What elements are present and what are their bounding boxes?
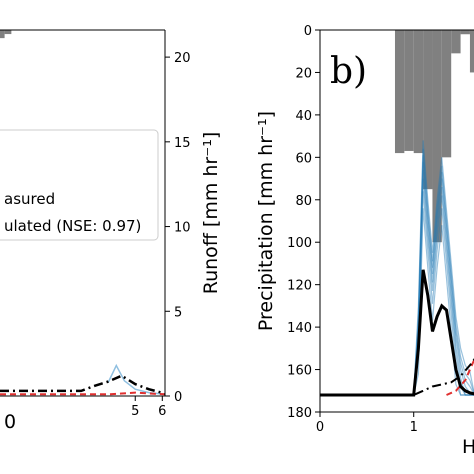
ensemble-line-b-5 <box>413 178 474 396</box>
y-tick-label-b-7: 140 <box>287 321 312 336</box>
precip-bar-a-1 <box>4 30 12 35</box>
precip-bar-b-4 <box>432 30 442 243</box>
runoff-tick-label-1: 5 <box>174 305 182 320</box>
ensemble-line-b-3 <box>413 161 474 396</box>
measured-line-b <box>320 358 474 396</box>
measured-line-a <box>0 391 166 396</box>
simulated-line-a <box>0 374 166 395</box>
precip-bar-b-7 <box>460 30 470 35</box>
precip-bar-b-5 <box>441 30 452 158</box>
panel-b: 0 20 40 60 80 100 120 140 160 180 Precipitation [m… <box>255 24 474 458</box>
y-tick-label-b-3: 60 <box>295 151 312 166</box>
ensemble-line-a <box>107 363 166 396</box>
ensemble-line-b-4 <box>413 170 474 396</box>
x-label-fragment-a: 0 <box>4 411 16 433</box>
ensemble-line-b-2 <box>413 155 474 396</box>
runoff-tick-label-2: 10 <box>174 221 191 236</box>
simulated-line-b <box>320 269 474 397</box>
runoff-tick-label-3: 15 <box>174 136 191 151</box>
x-tick-label-b-0: 0 <box>316 420 324 435</box>
precip-bar-a-0 <box>0 30 5 39</box>
y-tick-label-b-8: 160 <box>287 364 312 379</box>
ensemble-line-b-7 <box>413 208 474 396</box>
precip-bar-b-2 <box>413 30 424 154</box>
panel-label-b: b) <box>330 51 367 92</box>
runoff-axis-label: Runoff [mm hr⁻¹] <box>200 132 222 295</box>
ensemble-line-b-0 <box>413 140 474 396</box>
ensemble-line-b-6 <box>413 191 474 396</box>
precip-bar-b-8 <box>469 30 474 73</box>
x-tick-label-a-1: 6 <box>158 404 166 419</box>
y-tick-label-b-9: 180 <box>287 406 312 421</box>
y-tick-label-b-6: 120 <box>287 279 312 294</box>
y-tick-label-b-0: 0 <box>304 24 312 39</box>
precip-bar-b-1 <box>404 30 414 151</box>
measured-red-curve-b <box>446 357 474 396</box>
x-tick-label-b-1: 1 <box>410 420 418 435</box>
precipitation-axis-label: Precipitation [mm hr⁻¹] <box>255 111 277 331</box>
precip-bar-b-3 <box>423 30 433 190</box>
y-tick-label-b-4: 80 <box>295 194 312 209</box>
legend-label-measured: asured <box>4 190 55 208</box>
y-tick-label-b-1: 20 <box>295 66 312 81</box>
y-tick-label-b-2: 40 <box>295 109 312 124</box>
x-tick-label-a-0: 5 <box>131 404 139 419</box>
legend-box <box>0 129 159 241</box>
precip-bar-b-6 <box>451 30 461 54</box>
runoff-tick-label-4: 20 <box>174 51 191 66</box>
legend-label-simulated: ulated (NSE: 0.97) <box>4 217 141 235</box>
ensemble-line-b-1 <box>413 148 474 396</box>
x-axis-label-fragment-b: H <box>462 436 474 458</box>
precip-bar-b-0 <box>394 30 405 154</box>
runoff-tick-label-0: 0 <box>174 390 182 405</box>
y-tick-label-b-5: 100 <box>287 236 312 251</box>
